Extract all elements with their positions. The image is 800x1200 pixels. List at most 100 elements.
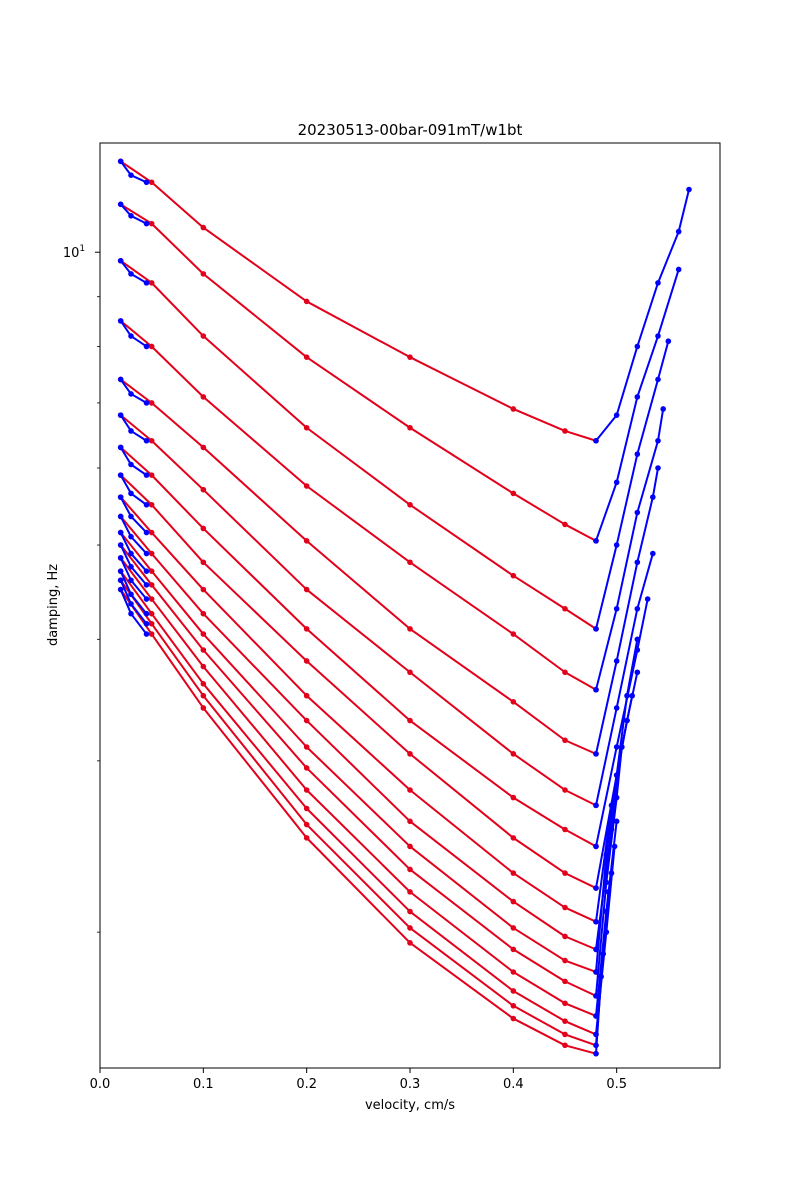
data-point — [562, 1000, 568, 1007]
series-line — [119, 515, 597, 951]
series-32 — [117, 158, 150, 186]
data-point — [613, 705, 620, 711]
data-point — [624, 692, 630, 699]
data-point — [128, 213, 134, 219]
data-point — [200, 647, 207, 653]
data-point — [562, 1042, 568, 1049]
series-line — [119, 474, 597, 889]
series-20 — [593, 465, 661, 757]
data-point — [117, 158, 124, 165]
data-point — [407, 424, 413, 431]
data-point — [629, 692, 635, 699]
data-point — [143, 529, 150, 536]
series-line — [119, 544, 597, 997]
data-point — [686, 186, 692, 193]
data-point — [603, 852, 610, 858]
data-point — [562, 669, 568, 676]
series-10 — [117, 529, 599, 975]
series-8 — [117, 494, 599, 925]
data-point — [510, 406, 517, 412]
data-point — [117, 542, 124, 548]
data-point — [148, 437, 155, 444]
data-point — [510, 1003, 517, 1009]
series-21 — [593, 550, 656, 809]
data-point — [407, 889, 413, 895]
data-point — [593, 885, 599, 891]
series-line — [119, 557, 597, 1017]
data-point — [143, 610, 150, 617]
data-point — [143, 620, 150, 627]
data-point — [510, 751, 517, 757]
data-point — [303, 805, 310, 812]
y-major-tick-label: 101 — [63, 244, 85, 261]
data-point — [510, 835, 517, 841]
data-point — [148, 582, 155, 588]
data-point — [613, 412, 620, 418]
data-point — [200, 586, 207, 593]
data-point — [128, 601, 134, 607]
data-point — [619, 744, 625, 750]
data-point — [407, 717, 413, 724]
data-point — [117, 555, 124, 561]
data-point — [608, 870, 615, 876]
data-point — [613, 658, 620, 664]
series-line — [119, 588, 597, 1055]
data-point — [644, 596, 651, 602]
series-line — [120, 378, 597, 755]
series-41 — [117, 513, 150, 557]
data-point — [303, 626, 310, 632]
data-point — [117, 513, 124, 520]
data-point — [598, 973, 604, 980]
data-point — [562, 605, 568, 612]
data-point — [611, 843, 618, 850]
x-tick-label: 0.1 — [193, 1077, 214, 1092]
data-point — [510, 1015, 517, 1022]
data-point — [148, 550, 155, 557]
data-point — [634, 669, 641, 676]
data-point — [407, 843, 413, 850]
data-point — [613, 794, 620, 801]
data-point — [148, 400, 155, 406]
data-point — [128, 271, 134, 277]
data-point — [143, 343, 150, 350]
data-point — [128, 333, 134, 339]
data-point — [148, 343, 155, 350]
series-34 — [117, 257, 150, 286]
data-point — [148, 610, 155, 617]
data-point — [303, 354, 310, 360]
data-point — [624, 717, 630, 724]
x-tick-label: 0.0 — [90, 1077, 111, 1092]
data-point — [148, 596, 155, 602]
series-38 — [117, 444, 150, 478]
data-point — [593, 751, 599, 757]
data-point — [117, 318, 124, 324]
data-point — [650, 494, 656, 500]
series-line — [120, 414, 597, 807]
data-point — [128, 591, 134, 598]
data-point — [407, 818, 413, 825]
data-point — [200, 394, 207, 400]
data-point — [613, 542, 620, 548]
data-point — [200, 444, 207, 451]
data-point — [675, 228, 682, 235]
data-point — [634, 605, 641, 612]
data-point — [200, 705, 207, 711]
data-point — [655, 280, 661, 286]
series-31 — [593, 889, 612, 1057]
series-line — [595, 746, 623, 996]
data-point — [117, 201, 124, 208]
data-point — [562, 826, 568, 833]
data-point — [407, 669, 413, 676]
data-point — [143, 437, 150, 444]
data-point — [143, 179, 150, 186]
data-point — [634, 636, 641, 643]
data-point — [303, 744, 310, 750]
data-point — [200, 224, 207, 231]
data-point — [650, 550, 656, 557]
data-point — [200, 631, 207, 637]
x-tick-label: 0.4 — [503, 1077, 524, 1092]
data-point — [148, 501, 155, 508]
data-point — [148, 472, 155, 478]
